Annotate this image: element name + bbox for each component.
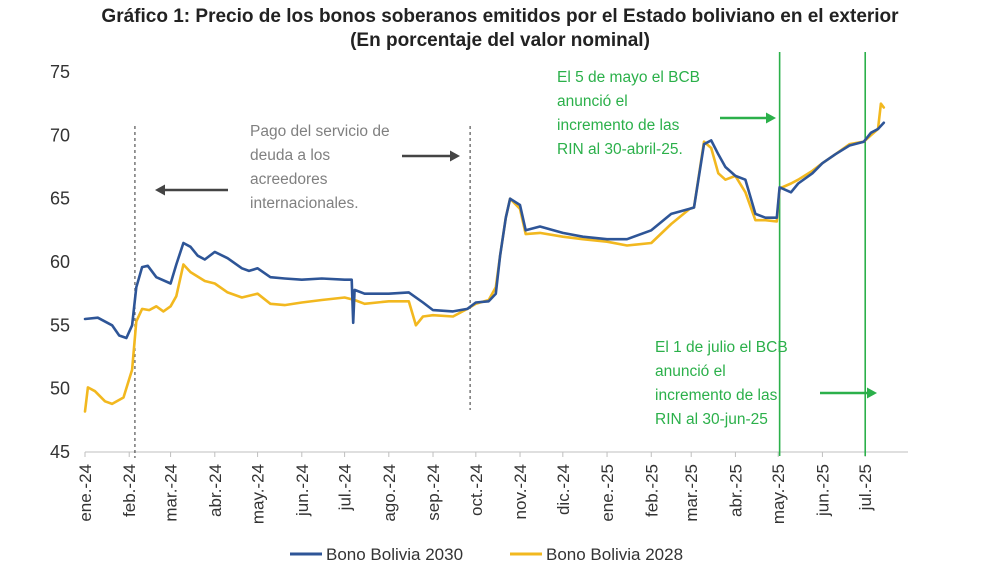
x-tick-label: sep.-24 xyxy=(424,464,443,521)
x-tick-label: oct.-24 xyxy=(467,464,486,516)
x-tick-label: may.-24 xyxy=(249,464,268,524)
x-axis: ene.-24 feb.-24 mar.-24 abr.-24 may.-24 jun.-… xyxy=(76,452,875,524)
annotation-julio-line-1: El 1 de julio el BCB xyxy=(655,339,788,356)
annotation-servicio-line-1: Pago del servicio de xyxy=(250,123,390,140)
x-tick-label: ene.-25 xyxy=(598,464,617,522)
x-tick-label: ago.-24 xyxy=(380,464,399,522)
x-tick-label: jun.-24 xyxy=(293,464,312,517)
annotation-servicio-line-3: acreedores xyxy=(250,171,328,188)
x-tick-label: ene.-24 xyxy=(76,464,95,522)
annotation-servicio-line-4: internacionales. xyxy=(250,195,359,212)
x-tick-label: abr.-25 xyxy=(726,464,745,517)
arrow-right-mayo xyxy=(720,112,776,124)
annotation-julio-line-2: anunció el xyxy=(655,363,726,380)
series-line-bono-2028 xyxy=(83,102,886,413)
annotation-servicio: Pago del servicio de deuda a los acreedo… xyxy=(250,123,390,212)
x-tick-label: feb.-24 xyxy=(120,464,139,517)
legend: Bono Bolivia 2030 Bono Bolivia 2028 xyxy=(290,545,683,563)
y-tick-label: 55 xyxy=(50,315,70,335)
x-tick-label: mar.-24 xyxy=(162,464,181,522)
annotation-mayo-line-2: anunció el xyxy=(557,93,628,110)
annotation-julio-line-4: RIN al 30-jun-25 xyxy=(655,411,768,428)
reference-lines xyxy=(134,52,867,458)
y-tick-label: 60 xyxy=(50,252,70,272)
x-tick-label: feb.-25 xyxy=(642,464,661,517)
x-tick-label: jul.-24 xyxy=(336,464,355,511)
x-tick-label: abr.-24 xyxy=(206,464,225,517)
series-group xyxy=(83,102,886,413)
arrow-right-servicio xyxy=(402,150,460,162)
legend-label-2028: Bono Bolivia 2028 xyxy=(546,545,683,563)
x-tick-label: jun.-25 xyxy=(813,464,832,517)
x-tick-label: nov.-24 xyxy=(511,464,530,519)
annotation-mayo-line-4: RIN al 30-abril-25. xyxy=(557,141,683,158)
chart-title: Gráfico 1: Precio de los bonos soberanos… xyxy=(101,6,899,27)
x-tick-label: may.-25 xyxy=(769,464,788,524)
arrow-left-servicio xyxy=(155,184,228,196)
legend-label-2030: Bono Bolivia 2030 xyxy=(326,545,463,563)
y-axis: 45 50 55 60 65 70 75 xyxy=(50,62,70,462)
arrow-right-julio xyxy=(820,387,877,399)
y-tick-label: 50 xyxy=(50,379,70,399)
annotation-mayo: El 5 de mayo el BCB anunció el increment… xyxy=(557,69,700,158)
series-line-bono-2030 xyxy=(83,121,886,340)
y-tick-label: 65 xyxy=(50,189,70,209)
x-tick-label: mar.-25 xyxy=(682,464,701,522)
y-tick-label: 75 xyxy=(50,62,70,82)
chart-subtitle: (En porcentaje del valor nominal) xyxy=(350,30,650,51)
y-tick-label: 45 xyxy=(50,442,70,462)
annotation-mayo-line-1: El 5 de mayo el BCB xyxy=(557,69,700,86)
x-tick-label: jul.-25 xyxy=(856,464,875,511)
annotation-julio-line-3: incremento de las xyxy=(655,387,778,404)
x-tick-label: dic.-24 xyxy=(554,464,573,515)
annotation-julio: El 1 de julio el BCB anunció el incremen… xyxy=(655,339,788,428)
annotation-servicio-line-2: deuda a los xyxy=(250,147,330,164)
annotation-mayo-line-3: incremento de las xyxy=(557,117,680,134)
y-tick-label: 70 xyxy=(50,125,70,145)
